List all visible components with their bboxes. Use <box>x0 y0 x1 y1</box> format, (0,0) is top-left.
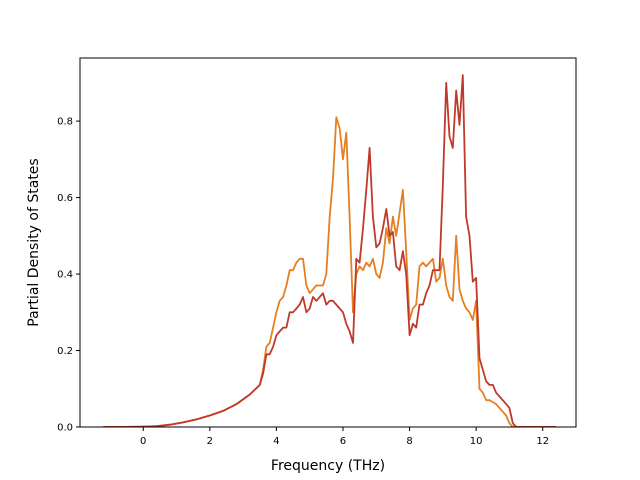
series-line-1 <box>103 116 556 427</box>
y-tick-label: 0.2 <box>57 346 73 357</box>
x-tick-label: 10 <box>470 436 483 447</box>
axes-layer: 0 2 4 6 8 10 12 0.0 0.2 0.4 0.6 0.8 <box>57 57 577 447</box>
x-tick-label: 12 <box>536 436 549 447</box>
series-line-2 <box>103 74 556 427</box>
x-axis-label: Frequency (THz) <box>271 458 385 474</box>
axes-frame <box>79 57 577 428</box>
y-axis-label: Partial Density of States <box>26 158 42 326</box>
x-tick-label: 8 <box>406 436 412 447</box>
series-layer <box>103 74 556 427</box>
x-tick-label: 2 <box>207 436 213 447</box>
x-tick-label: 6 <box>340 436 346 447</box>
x-tick-label: 4 <box>273 436 279 447</box>
y-tick-label: 0.4 <box>57 270 73 281</box>
y-tick-label: 0.6 <box>57 193 73 204</box>
y-tick-label: 0.0 <box>57 423 73 434</box>
y-tick-label: 0.8 <box>57 117 73 128</box>
x-tick-label: 0 <box>140 436 146 447</box>
